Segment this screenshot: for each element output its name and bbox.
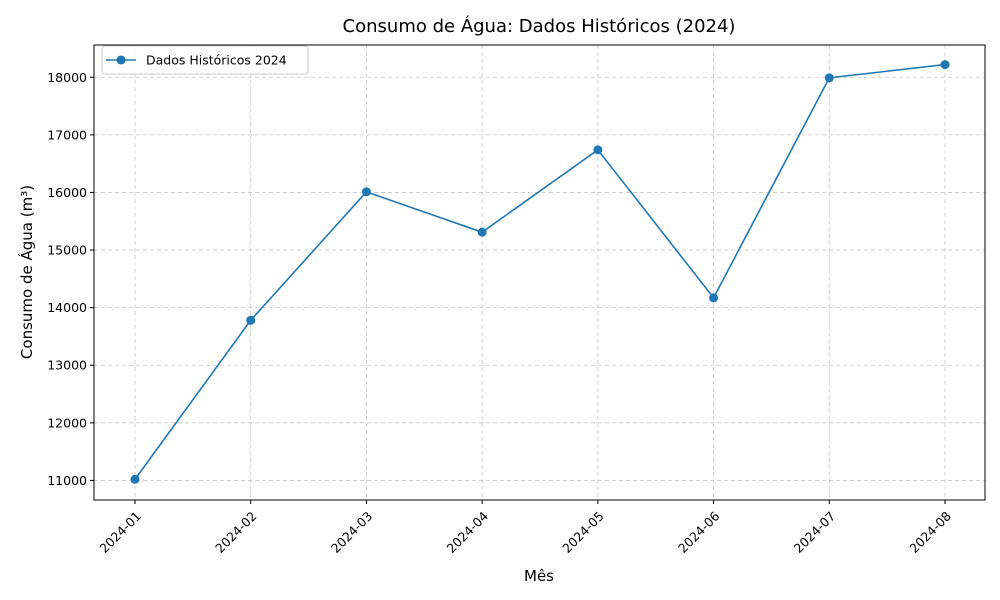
legend-box: [101, 45, 309, 75]
legend: Dados Históricos 2024: [101, 45, 309, 75]
series-layer: [130, 60, 950, 484]
data-point: [130, 474, 140, 484]
grid: [94, 45, 985, 500]
y-tick-label: 15000: [47, 243, 87, 258]
x-axis-label: Mês: [524, 567, 554, 585]
data-point: [477, 227, 487, 237]
series-line: [134, 63, 946, 480]
data-point: [246, 315, 256, 325]
data-point: [940, 60, 950, 70]
y-tick-label: 11000: [47, 473, 87, 488]
data-point: [361, 187, 371, 197]
data-point: [593, 145, 603, 155]
data-point: [824, 73, 834, 83]
y-tick-label: 13000: [47, 358, 87, 373]
y-tick-label: 14000: [47, 300, 87, 315]
legend-marker-sample: [116, 55, 126, 65]
y-tick-label: 18000: [47, 70, 87, 85]
y-tick-label: 17000: [47, 127, 87, 142]
y-axis-label: Consumo de Água (m³): [17, 185, 36, 359]
chart-title: Consumo de Água: Dados Históricos (2024): [343, 15, 736, 37]
y-tick-label: 12000: [47, 415, 87, 430]
data-point: [709, 293, 719, 303]
plot-area-frame: [93, 44, 986, 501]
legend-entry-label: Dados Históricos 2024: [146, 53, 287, 68]
y-tick-label: 16000: [47, 185, 87, 200]
